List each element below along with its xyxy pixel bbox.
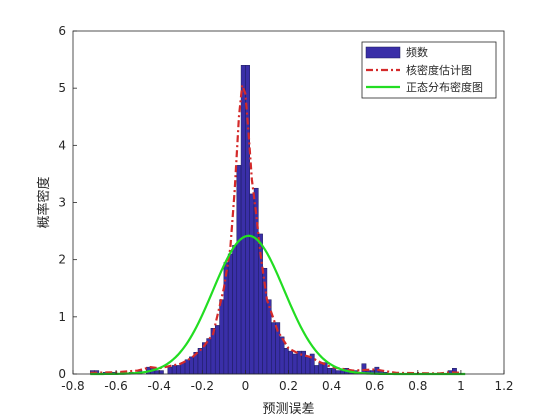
histogram-bar	[171, 365, 177, 375]
histogram-bar	[292, 353, 298, 375]
x-tick-label: -0.4	[147, 379, 170, 393]
x-axis-ticks: -0.8 -0.6 -0.4 -0.2 0 0.2 0.4 0.6 0.8 1 1.2	[61, 370, 514, 393]
histogram-bars	[89, 65, 457, 375]
x-tick-label: 0	[242, 379, 250, 393]
x-tick-label: 0.6	[365, 379, 384, 393]
histogram-bar	[283, 348, 289, 375]
y-axis-ticks: 0 1 2 3 4 5 6	[58, 24, 77, 381]
histogram-bar	[223, 262, 229, 375]
y-tick-label: 5	[58, 81, 66, 95]
y-tick-label: 0	[58, 367, 66, 381]
histogram-bar	[202, 342, 207, 375]
y-tick-label: 4	[58, 138, 66, 152]
histogram-bar	[305, 356, 311, 375]
histogram-bar	[327, 368, 332, 375]
legend: 频数 核密度估计图 正态分布密度图	[361, 41, 497, 99]
x-tick-label: -0.8	[61, 379, 84, 393]
x-tick-label: 0.8	[408, 379, 427, 393]
y-axis-label: 概率密度	[36, 176, 52, 228]
x-tick-label: 0.2	[279, 379, 298, 393]
legend-swatch-histogram	[365, 46, 401, 59]
histogram-bar	[249, 193, 255, 375]
legend-label-kde: 核密度估计图	[406, 63, 472, 77]
histogram-bar	[227, 253, 233, 375]
histogram-bar	[245, 65, 250, 375]
y-tick-label: 3	[58, 196, 66, 210]
x-tick-label: 1	[457, 379, 465, 393]
y-tick-label: 1	[58, 310, 66, 324]
histogram-bar	[288, 350, 294, 375]
histogram-bar	[154, 370, 160, 375]
kde-line	[90, 84, 461, 375]
x-tick-label: -0.6	[104, 379, 127, 393]
histogram-bar	[197, 348, 203, 375]
histogram-bar	[158, 370, 164, 375]
histogram-bar	[335, 370, 341, 375]
legend-label-normal: 正态分布密度图	[406, 80, 483, 94]
histogram-bar	[271, 322, 276, 375]
legend-label-histogram: 频数	[406, 45, 428, 59]
x-tick-label: 0.4	[322, 379, 341, 393]
histogram-bar	[331, 368, 337, 375]
histogram-bar	[236, 165, 242, 375]
histogram-bar	[219, 299, 225, 375]
x-axis-label: 预测误差	[262, 402, 314, 417]
histogram-bar	[214, 325, 220, 375]
histogram-bar	[176, 365, 182, 375]
histogram-bar	[266, 299, 272, 375]
x-tick-label: -0.2	[191, 379, 214, 393]
histogram-bar	[232, 245, 238, 375]
y-tick-label: 2	[58, 253, 66, 267]
y-tick-label: 6	[58, 24, 66, 38]
histogram-bar	[253, 187, 259, 375]
histogram-bar	[240, 65, 246, 375]
histogram-bar	[167, 366, 173, 375]
histogram-bar	[314, 365, 319, 375]
histogram-bar	[206, 338, 212, 375]
x-tick-label: 1.2	[494, 379, 513, 393]
